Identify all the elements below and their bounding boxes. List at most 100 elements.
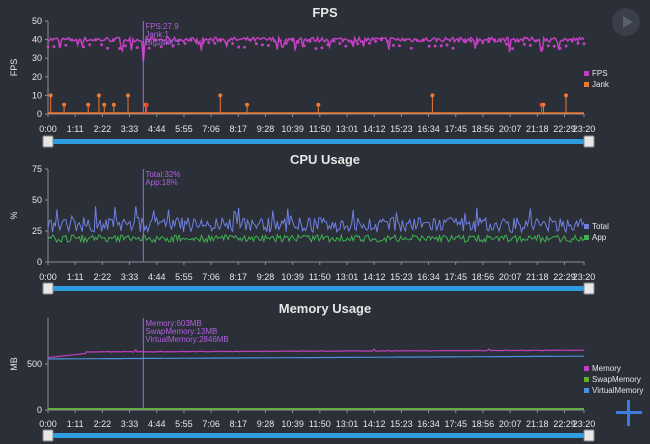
x-tick-label: 14:12 — [363, 419, 386, 429]
fps-point — [153, 38, 157, 42]
range-slider-track — [48, 286, 584, 291]
fps-point — [201, 41, 205, 45]
fps-point — [564, 44, 568, 48]
fps-point — [254, 42, 258, 46]
jank-point — [86, 102, 91, 107]
x-tick-label: 5:55 — [175, 419, 193, 429]
y-tick-label: 30 — [32, 53, 42, 63]
fps-point — [534, 39, 538, 43]
legend-memory: Memory — [592, 364, 621, 373]
cursor-label: App:18% — [145, 178, 177, 187]
fps-point — [290, 38, 294, 42]
fps-point — [112, 38, 115, 42]
jank-point — [541, 102, 546, 107]
legend-swatch-virtualmemory — [584, 388, 589, 393]
fps-point — [243, 45, 246, 49]
jank-point — [218, 93, 223, 98]
fps-point — [106, 46, 110, 50]
y-tick-label: 20 — [32, 72, 42, 82]
cpu-app-series-line — [47, 233, 585, 244]
fps-point — [118, 47, 121, 50]
legend-virtualmemory: VirtualMemory — [592, 386, 643, 395]
y-tick-label: 0 — [37, 405, 42, 415]
fps-point — [46, 45, 50, 49]
y-axis-label: MB — [9, 357, 19, 371]
fps-point — [183, 41, 187, 45]
jank-point — [102, 102, 107, 107]
range-slider-handle-left — [42, 429, 54, 442]
x-tick-label: 10:39 — [281, 272, 304, 282]
fps-point — [499, 39, 503, 43]
fps-point — [320, 46, 324, 50]
fps-point — [540, 46, 544, 50]
x-tick-label: 20:07 — [499, 419, 522, 429]
x-tick-label: 2:22 — [94, 124, 112, 134]
fps-point — [219, 38, 223, 42]
fps-point — [213, 41, 217, 45]
legend-app: App — [592, 233, 607, 242]
fps-point — [386, 40, 389, 44]
fps-point — [552, 44, 556, 48]
fps-point — [505, 42, 509, 46]
legend-fps: FPS — [592, 69, 608, 78]
cpu-total-series-line — [47, 206, 585, 235]
fps-point — [302, 44, 306, 48]
chart-title: FPS — [312, 5, 338, 20]
legend-swatch-fps — [584, 71, 589, 76]
fps-point — [296, 40, 300, 44]
fps-point — [94, 38, 98, 42]
fps-point — [481, 41, 485, 45]
plus-icon[interactable] — [616, 400, 642, 426]
y-tick-label: 40 — [32, 35, 42, 45]
x-tick-label: 17:45 — [444, 272, 467, 282]
y-tick-label: 25 — [32, 226, 42, 236]
cursor-label: Total:32% — [145, 170, 180, 179]
x-tick-label: 13:01 — [336, 124, 359, 134]
x-tick-label: 22:29 — [553, 124, 576, 134]
fps-point — [171, 44, 175, 48]
jank-point — [564, 93, 569, 98]
fps-point — [326, 43, 330, 47]
x-tick-label: 21:18 — [526, 272, 549, 282]
fps-point — [177, 38, 181, 42]
x-tick-label: 15:23 — [390, 419, 413, 429]
fps-point — [260, 43, 264, 47]
fps-point — [129, 43, 133, 47]
fps-point — [284, 41, 288, 45]
x-tick-label: 11:50 — [309, 272, 331, 282]
fps-point — [344, 44, 348, 48]
x-tick-label: 7:06 — [202, 419, 220, 429]
x-tick-label: 20:07 — [499, 272, 522, 282]
fps-point — [225, 41, 229, 45]
play-icon[interactable] — [612, 8, 640, 36]
y-axis-label: % — [9, 211, 19, 219]
fps-point — [380, 38, 383, 42]
fps-point — [368, 41, 372, 45]
fps-point — [278, 39, 282, 43]
x-tick-label: 16:34 — [417, 419, 440, 429]
cursor-label: Memory:603MB — [145, 319, 201, 328]
range-slider-track — [48, 433, 584, 438]
cursor-label: VirtualMemory:2846MB — [145, 335, 228, 344]
chart-title: Memory Usage — [279, 301, 371, 316]
x-tick-label: 17:45 — [444, 419, 467, 429]
fps-point — [403, 38, 407, 42]
x-tick-label: 23:20 — [573, 419, 596, 429]
fps-point — [439, 44, 443, 48]
jank-point — [48, 93, 53, 98]
y-axis-label: FPS — [9, 59, 19, 77]
fps-point — [356, 42, 360, 46]
fps-point — [391, 43, 395, 47]
jank-point — [144, 102, 149, 107]
fps-point — [493, 38, 497, 42]
fps-point — [207, 41, 211, 44]
fps-point — [249, 38, 252, 42]
x-tick-label: 20:07 — [499, 124, 522, 134]
fps-point — [511, 47, 514, 51]
fps-point — [522, 42, 526, 46]
x-tick-label: 7:06 — [202, 272, 220, 282]
fps-point — [570, 39, 574, 43]
cursor-label: BigJank:1 — [145, 38, 181, 47]
fps-point — [76, 40, 80, 44]
x-tick-label: 8:17 — [230, 272, 248, 282]
